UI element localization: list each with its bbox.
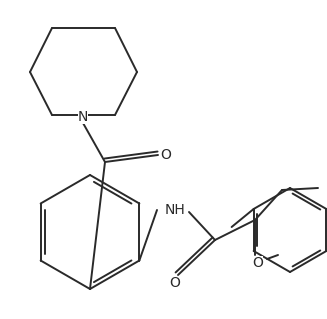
Text: O: O — [161, 148, 171, 162]
Text: N: N — [78, 110, 88, 124]
Text: O: O — [170, 276, 181, 290]
Text: NH: NH — [164, 203, 185, 217]
Text: O: O — [252, 256, 264, 270]
